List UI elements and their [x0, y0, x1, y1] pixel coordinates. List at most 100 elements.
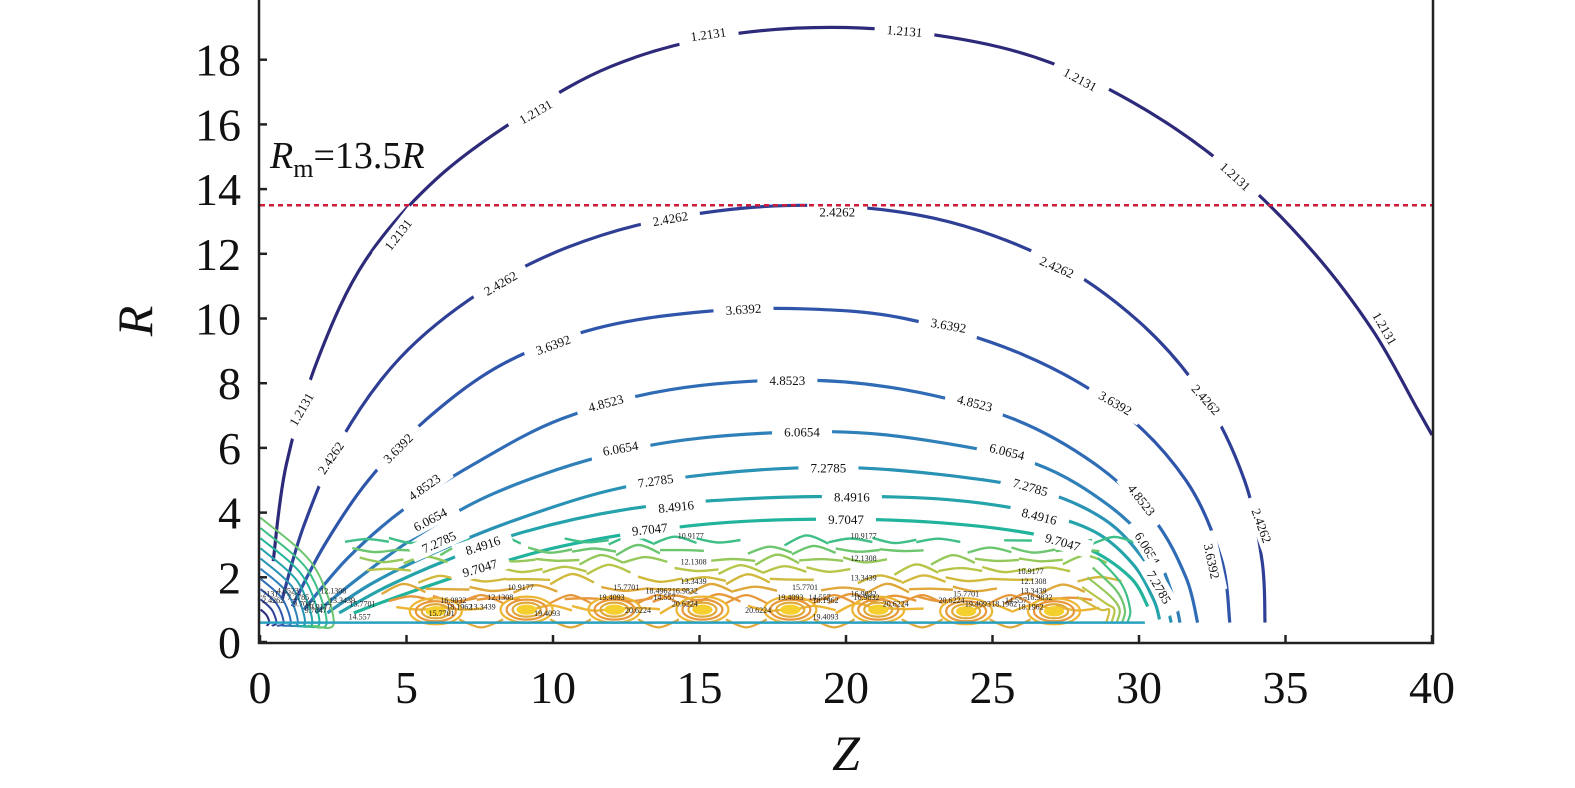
contour-line-13.3439	[1018, 557, 1063, 563]
contour-line-15.7701	[769, 577, 814, 581]
x-tick-label: 5	[395, 662, 418, 713]
contour-label-1.2131: 1.2131	[886, 22, 923, 40]
contour-label-bg	[712, 297, 775, 320]
contour-line-12.1308	[835, 547, 880, 553]
y-tick-label: 12	[195, 229, 241, 280]
contour-label-7.2785: 7.2785	[637, 471, 674, 491]
contour-line-13.3439	[842, 556, 888, 564]
contour-line-18.1962	[901, 593, 944, 605]
contour-label-small: 16.9832	[440, 596, 466, 605]
contour-line-13.3439	[535, 557, 580, 563]
contour-label-bg	[807, 202, 868, 221]
y-tick-label: 18	[195, 35, 241, 86]
y-tick-label: 0	[218, 617, 241, 668]
contour-label-small: 18.1962	[1018, 603, 1044, 612]
contour-line-12.1308	[527, 546, 573, 554]
contour-label-small: 12.1308	[487, 593, 513, 602]
contour-line-10.9177	[783, 534, 829, 547]
contour-label-small: 12.1308	[320, 586, 346, 595]
contour-label-small: 15.7701	[953, 590, 979, 599]
contour-line-14.557	[674, 566, 719, 573]
contour-line-16.9832	[820, 586, 866, 592]
contour-line-15.7701	[989, 577, 1034, 581]
contour-label-bg	[1362, 297, 1408, 359]
contour-line-10.9177	[344, 537, 390, 543]
contour-label-bg	[521, 325, 585, 364]
contour-line-18.1962	[989, 593, 1032, 605]
contour-label-small: 15.7701	[792, 583, 818, 592]
contour-label-small: 1.2131	[256, 590, 278, 599]
contour-line-14.557	[893, 563, 939, 576]
contour-line-12.1308	[659, 548, 704, 552]
contour-line-8.4916	[338, 494, 1162, 620]
contour-line-18.1962	[725, 593, 768, 605]
contour-line-14.557	[366, 567, 412, 572]
contour-label-small: 15.7701	[613, 583, 639, 592]
contour-label-small: 20.6224	[745, 606, 771, 615]
contour-label-6.0654: 6.0654	[784, 425, 820, 440]
contour-label-bg	[1116, 470, 1168, 529]
contour-label-bg	[1008, 499, 1071, 532]
contour-line-15.7701	[1076, 595, 1111, 623]
contour-line-15.7701	[1077, 575, 1122, 583]
contour-label-small: 16.9832	[1026, 593, 1052, 602]
contour-line-14.557	[1025, 566, 1071, 573]
contour-label-small: 10.9177	[851, 531, 877, 540]
hotspot-ring-16.9832	[511, 601, 542, 618]
contour-line-3.6392	[259, 588, 285, 627]
contour-label-7.2785: 7.2785	[811, 460, 847, 475]
contour-label-bg	[1179, 371, 1234, 428]
contour-label-bg	[469, 260, 531, 306]
hotspot-ring-16.9832	[420, 603, 451, 620]
contour-line-14.557	[806, 566, 851, 574]
y-tick-label: 10	[195, 294, 241, 345]
hotspot-ring-16.9832	[951, 603, 982, 620]
contour-label-bg	[798, 458, 859, 477]
contour-line-13.3439	[1086, 576, 1121, 623]
contour-line-16.9832	[688, 582, 734, 595]
contour-label-6.0654: 6.0654	[602, 438, 640, 459]
rm-symbol: R	[269, 135, 293, 177]
contour-label-small: 7.2785	[287, 593, 309, 602]
x-tick-label: 25	[970, 662, 1016, 713]
contour-label-small: 12.1308	[681, 557, 707, 566]
contour-label-small: 20.6224	[672, 599, 698, 608]
hotspot-ring-20.6224	[425, 606, 446, 617]
hotspot-ring-16.9832	[599, 601, 630, 618]
contour-line-15.7701	[725, 573, 771, 586]
contour-label-small: 18.1962	[812, 596, 838, 605]
contour-line-13.3439	[359, 556, 404, 564]
contour-label-bg	[757, 370, 818, 389]
contour-line-16.9832	[601, 585, 646, 593]
contour-line-14.557	[542, 565, 587, 574]
contour-line-10.9177	[564, 537, 609, 544]
contour-label-small: 15.7701	[350, 599, 376, 608]
contour-line-10.9177	[872, 536, 917, 545]
contour-line-18.1962	[827, 592, 873, 605]
contour-line-13.3439	[578, 553, 624, 566]
contour-label-bg	[1025, 246, 1089, 288]
contour-label-small: 20.6224	[883, 599, 909, 608]
contour-label-small: 20.6224	[938, 596, 964, 605]
contour-line-3.6392	[290, 306, 1232, 623]
contour-line-12.1308	[967, 546, 1012, 554]
contour-label-small: 19.4093	[777, 593, 803, 602]
contour-line-10.9177	[696, 537, 741, 544]
contour-label-9.7047: 9.7047	[631, 520, 669, 539]
contour-line-15.7701	[637, 575, 683, 584]
contour-label-8.4916: 8.4916	[834, 489, 870, 504]
hotspot-ring-19.4093	[408, 597, 463, 626]
contour-line-15.7701	[901, 574, 946, 585]
contour-label-small: 10.9177	[508, 583, 534, 592]
contour-label-small: 13.3439	[1021, 586, 1047, 595]
contour-line-12.1308	[259, 517, 335, 629]
contour-label-small: 2.4262	[262, 596, 284, 605]
rm-subscript: m	[293, 154, 313, 183]
y-tick-label: 4	[218, 488, 241, 539]
contour-line-2.4262	[259, 598, 278, 627]
hotspot-ring-18.1962	[857, 598, 900, 621]
contour-label-bg	[772, 422, 833, 441]
contour-line-14.557	[938, 566, 983, 573]
contour-label-8.4916: 8.4916	[658, 497, 696, 516]
contour-label-bg	[448, 550, 512, 585]
